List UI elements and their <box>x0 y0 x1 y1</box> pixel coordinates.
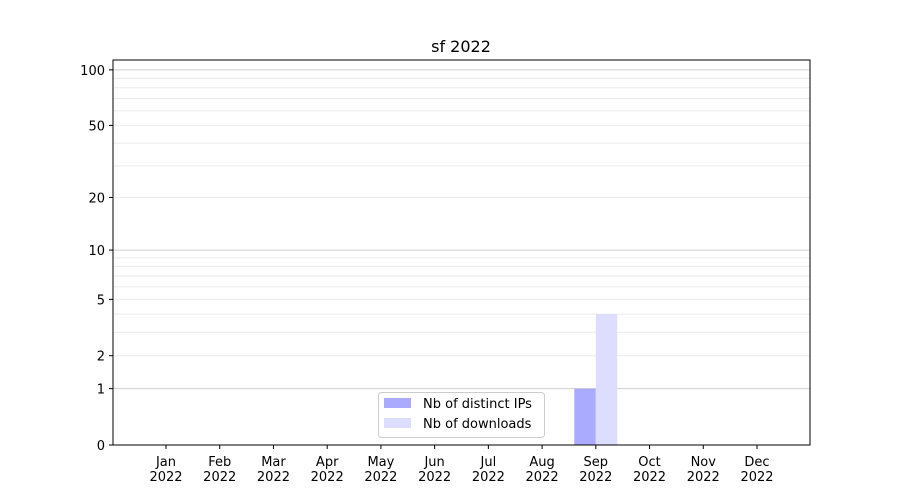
x-tick-label: Feb 2022 <box>203 455 236 485</box>
y-tick-label: 20 <box>88 192 105 207</box>
y-tick-label: 10 <box>88 244 105 259</box>
x-tick-label: Sep 2022 <box>579 455 612 485</box>
y-tick-label: 1 <box>97 383 105 398</box>
x-tick-label: Jan 2022 <box>149 455 182 485</box>
legend-box <box>378 392 545 438</box>
x-tick-label: Dec 2022 <box>740 455 773 485</box>
y-tick-label: 5 <box>97 293 105 308</box>
bar-downloads <box>595 314 618 445</box>
x-tick-label: Aug 2022 <box>526 455 559 485</box>
plot-frame <box>112 59 811 446</box>
x-tick-label: Nov 2022 <box>687 455 720 485</box>
x-tick-label: Mar 2022 <box>257 455 290 485</box>
y-tick-label: 100 <box>80 64 105 79</box>
y-tick-label: 2 <box>97 350 105 365</box>
y-tick-label: 0 <box>97 439 105 454</box>
x-tick-label: Apr 2022 <box>311 455 344 485</box>
bar-distinct-ips <box>574 388 596 445</box>
chart-title: sf 2022 <box>431 37 491 56</box>
legend: Nb of distinct IPs Nb of downloads <box>378 392 545 438</box>
x-tick-label: Jun 2022 <box>418 455 451 485</box>
y-tick-label: 50 <box>88 119 105 134</box>
legend-label: Nb of downloads <box>423 417 532 432</box>
x-tick-label: May 2022 <box>364 455 397 485</box>
legend-swatch <box>384 418 411 428</box>
legend-label: Nb of distinct IPs <box>423 397 532 412</box>
x-tick-label: Oct 2022 <box>633 455 666 485</box>
x-tick-label: Jul 2022 <box>472 455 505 485</box>
legend-swatch <box>384 398 411 408</box>
